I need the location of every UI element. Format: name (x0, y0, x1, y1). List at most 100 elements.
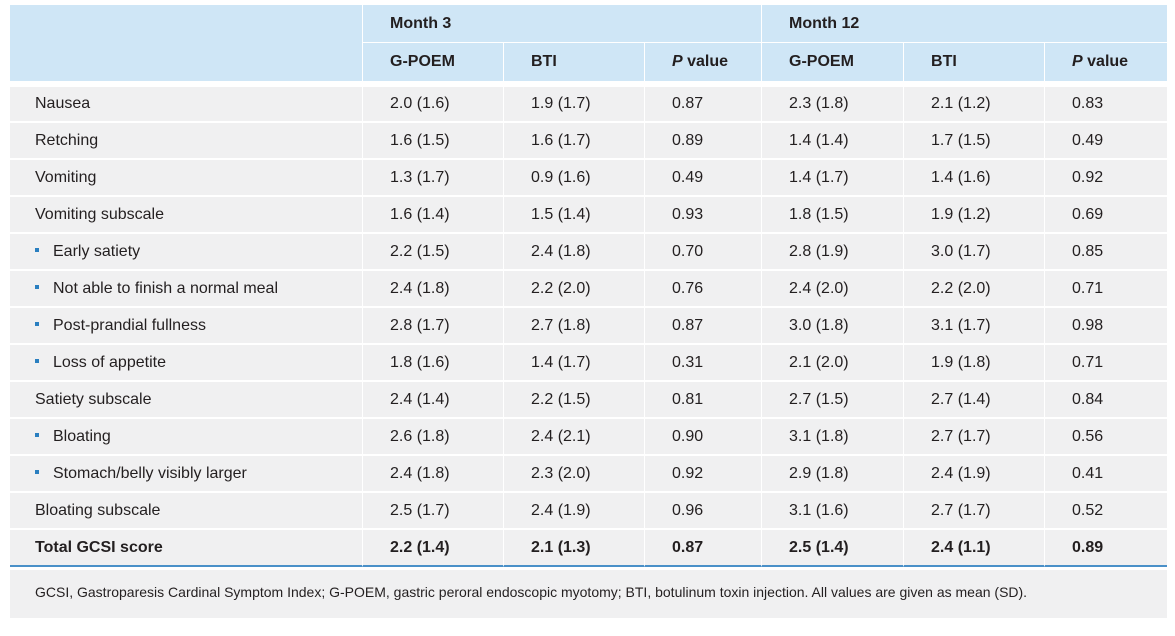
cell-m3-pvalue: 0.70 (644, 232, 762, 269)
cell-m12-bti: 2.7 (1.7) (903, 491, 1045, 528)
cell-m12-pvalue: 0.89 (1044, 528, 1168, 567)
cell-m12-bti: 2.4 (1.9) (903, 454, 1045, 491)
table-row: Bloating 2.6 (1.8) 2.4 (2.1) 0.90 3.1 (1.8) 2… (10, 417, 1168, 454)
cell-m12-pvalue: 0.56 (1044, 417, 1168, 454)
bullet-icon (35, 322, 39, 327)
header-m3-bti: BTI (503, 42, 644, 81)
cell-m3-gpoem: 2.2 (1.4) (362, 528, 503, 567)
cell-m3-gpoem: 2.2 (1.5) (362, 232, 503, 269)
row-label: Total GCSI score (35, 538, 163, 556)
cell-m12-bti: 2.4 (1.1) (903, 528, 1045, 567)
row-label-cell: Satiety subscale (10, 380, 362, 417)
header-group-month3: Month 3 (362, 5, 762, 42)
table-row: Stomach/belly visibly larger 2.4 (1.8) 2.3… (10, 454, 1168, 491)
cell-m3-bti: 1.5 (1.4) (503, 195, 644, 232)
value-word: value (1082, 53, 1129, 70)
header-group-row: Month 3 Month 12 (10, 5, 1168, 81)
cell-m3-gpoem: 1.8 (1.6) (362, 343, 503, 380)
cell-m3-pvalue: 0.96 (644, 491, 762, 528)
cell-m12-gpoem: 3.1 (1.6) (761, 491, 904, 528)
table-body: Nausea 2.0 (1.6) 1.9 (1.7) 0.87 2.3 (1.8) 2.1… (10, 81, 1168, 567)
table-row: Not able to finish a normal meal 2.4 (1.8… (10, 269, 1168, 306)
row-label-cell: Post-prandial fullness (10, 306, 362, 343)
cell-m3-gpoem: 1.3 (1.7) (362, 158, 503, 195)
table-row: Early satiety 2.2 (1.5) 2.4 (1.8) 0.70 2.8 (… (10, 232, 1168, 269)
row-label-cell: Loss of appetite (10, 343, 362, 380)
cell-m3-bti: 1.6 (1.7) (503, 121, 644, 158)
cell-m12-gpoem: 1.4 (1.4) (761, 121, 904, 158)
cell-m3-bti: 2.4 (1.9) (503, 491, 644, 528)
cell-m3-pvalue: 0.93 (644, 195, 762, 232)
table-row: Loss of appetite 1.8 (1.6) 1.4 (1.7) 0.31 2.… (10, 343, 1168, 380)
table-row: Bloating subscale 2.5 (1.7) 2.4 (1.9) 0.96 3… (10, 491, 1168, 528)
cell-m3-pvalue: 0.92 (644, 454, 762, 491)
cell-m3-gpoem: 2.5 (1.7) (362, 491, 503, 528)
cell-m12-pvalue: 0.98 (1044, 306, 1168, 343)
cell-m3-bti: 2.1 (1.3) (503, 528, 644, 567)
row-label-cell: Early satiety (10, 232, 362, 269)
cell-m12-pvalue: 0.49 (1044, 121, 1168, 158)
row-label-cell: Total GCSI score (10, 528, 362, 567)
table-row: Nausea 2.0 (1.6) 1.9 (1.7) 0.87 2.3 (1.8) 2.1… (10, 81, 1168, 121)
cell-m12-bti: 2.2 (2.0) (903, 269, 1045, 306)
cell-m3-bti: 0.9 (1.6) (503, 158, 644, 195)
row-label: Stomach/belly visibly larger (53, 464, 247, 482)
cell-m12-bti: 2.7 (1.4) (903, 380, 1045, 417)
row-label-cell: Nausea (10, 81, 362, 121)
cell-m12-gpoem: 2.8 (1.9) (761, 232, 904, 269)
table-row: Satiety subscale 2.4 (1.4) 2.2 (1.5) 0.81 2.… (10, 380, 1168, 417)
cell-m3-pvalue: 0.87 (644, 81, 762, 121)
cell-m12-pvalue: 0.92 (1044, 158, 1168, 195)
cell-m12-gpoem: 2.5 (1.4) (761, 528, 904, 567)
cell-m12-pvalue: 0.85 (1044, 232, 1168, 269)
cell-m12-gpoem: 1.8 (1.5) (761, 195, 904, 232)
value-word: value (682, 53, 729, 70)
cell-m12-gpoem: 3.0 (1.8) (761, 306, 904, 343)
bullet-icon (35, 359, 39, 364)
row-label-cell: Retching (10, 121, 362, 158)
cell-m3-pvalue: 0.89 (644, 121, 762, 158)
cell-m3-gpoem: 2.0 (1.6) (362, 81, 503, 121)
cell-m12-gpoem: 2.9 (1.8) (761, 454, 904, 491)
row-label: Loss of appetite (53, 353, 166, 371)
cell-m12-gpoem: 3.1 (1.8) (761, 417, 904, 454)
cell-m3-pvalue: 0.31 (644, 343, 762, 380)
cell-m3-pvalue: 0.90 (644, 417, 762, 454)
row-label-cell: Bloating subscale (10, 491, 362, 528)
cell-m3-bti: 2.4 (1.8) (503, 232, 644, 269)
cell-m3-gpoem: 1.6 (1.4) (362, 195, 503, 232)
cell-m3-gpoem: 2.4 (1.4) (362, 380, 503, 417)
cell-m3-pvalue: 0.81 (644, 380, 762, 417)
p-letter: P (672, 53, 683, 70)
cell-m12-bti: 2.7 (1.7) (903, 417, 1045, 454)
cell-m12-bti: 3.0 (1.7) (903, 232, 1045, 269)
row-label: Early satiety (53, 242, 141, 260)
header-m3-gpoem: G-POEM (362, 42, 503, 81)
table-footnote: GCSI, Gastroparesis Cardinal Symptom Ind… (10, 570, 1167, 618)
row-label: Retching (35, 131, 99, 149)
table-header: Month 3 Month 12 G-POEM BTI P value G-PO… (10, 5, 1168, 81)
cell-m3-bti: 2.2 (2.0) (503, 269, 644, 306)
header-corner-cell (10, 5, 362, 81)
cell-m12-gpoem: 2.3 (1.8) (761, 81, 904, 121)
cell-m12-pvalue: 0.69 (1044, 195, 1168, 232)
cell-m3-gpoem: 2.8 (1.7) (362, 306, 503, 343)
cell-m12-pvalue: 0.41 (1044, 454, 1168, 491)
cell-m3-gpoem: 2.6 (1.8) (362, 417, 503, 454)
header-subcolumn-row: G-POEM BTI P value G-POEM BTI P value (10, 42, 1168, 81)
table-row: Post-prandial fullness 2.8 (1.7) 2.7 (1.8)… (10, 306, 1168, 343)
table-row: Retching 1.6 (1.5) 1.6 (1.7) 0.89 1.4 (1.4) 1… (10, 121, 1168, 158)
cell-m12-bti: 2.1 (1.2) (903, 81, 1045, 121)
cell-m3-bti: 2.3 (2.0) (503, 454, 644, 491)
cell-m3-gpoem: 1.6 (1.5) (362, 121, 503, 158)
cell-m3-bti: 1.4 (1.7) (503, 343, 644, 380)
cell-m3-gpoem: 2.4 (1.8) (362, 269, 503, 306)
cell-m12-pvalue: 0.71 (1044, 269, 1168, 306)
cell-m12-bti: 3.1 (1.7) (903, 306, 1045, 343)
header-m12-bti: BTI (903, 42, 1045, 81)
header-group-month12: Month 12 (761, 5, 1168, 42)
cell-m12-pvalue: 0.71 (1044, 343, 1168, 380)
table-row: Vomiting 1.3 (1.7) 0.9 (1.6) 0.49 1.4 (1.7) 1… (10, 158, 1168, 195)
bullet-icon (35, 433, 39, 438)
cell-m3-pvalue: 0.87 (644, 528, 762, 567)
